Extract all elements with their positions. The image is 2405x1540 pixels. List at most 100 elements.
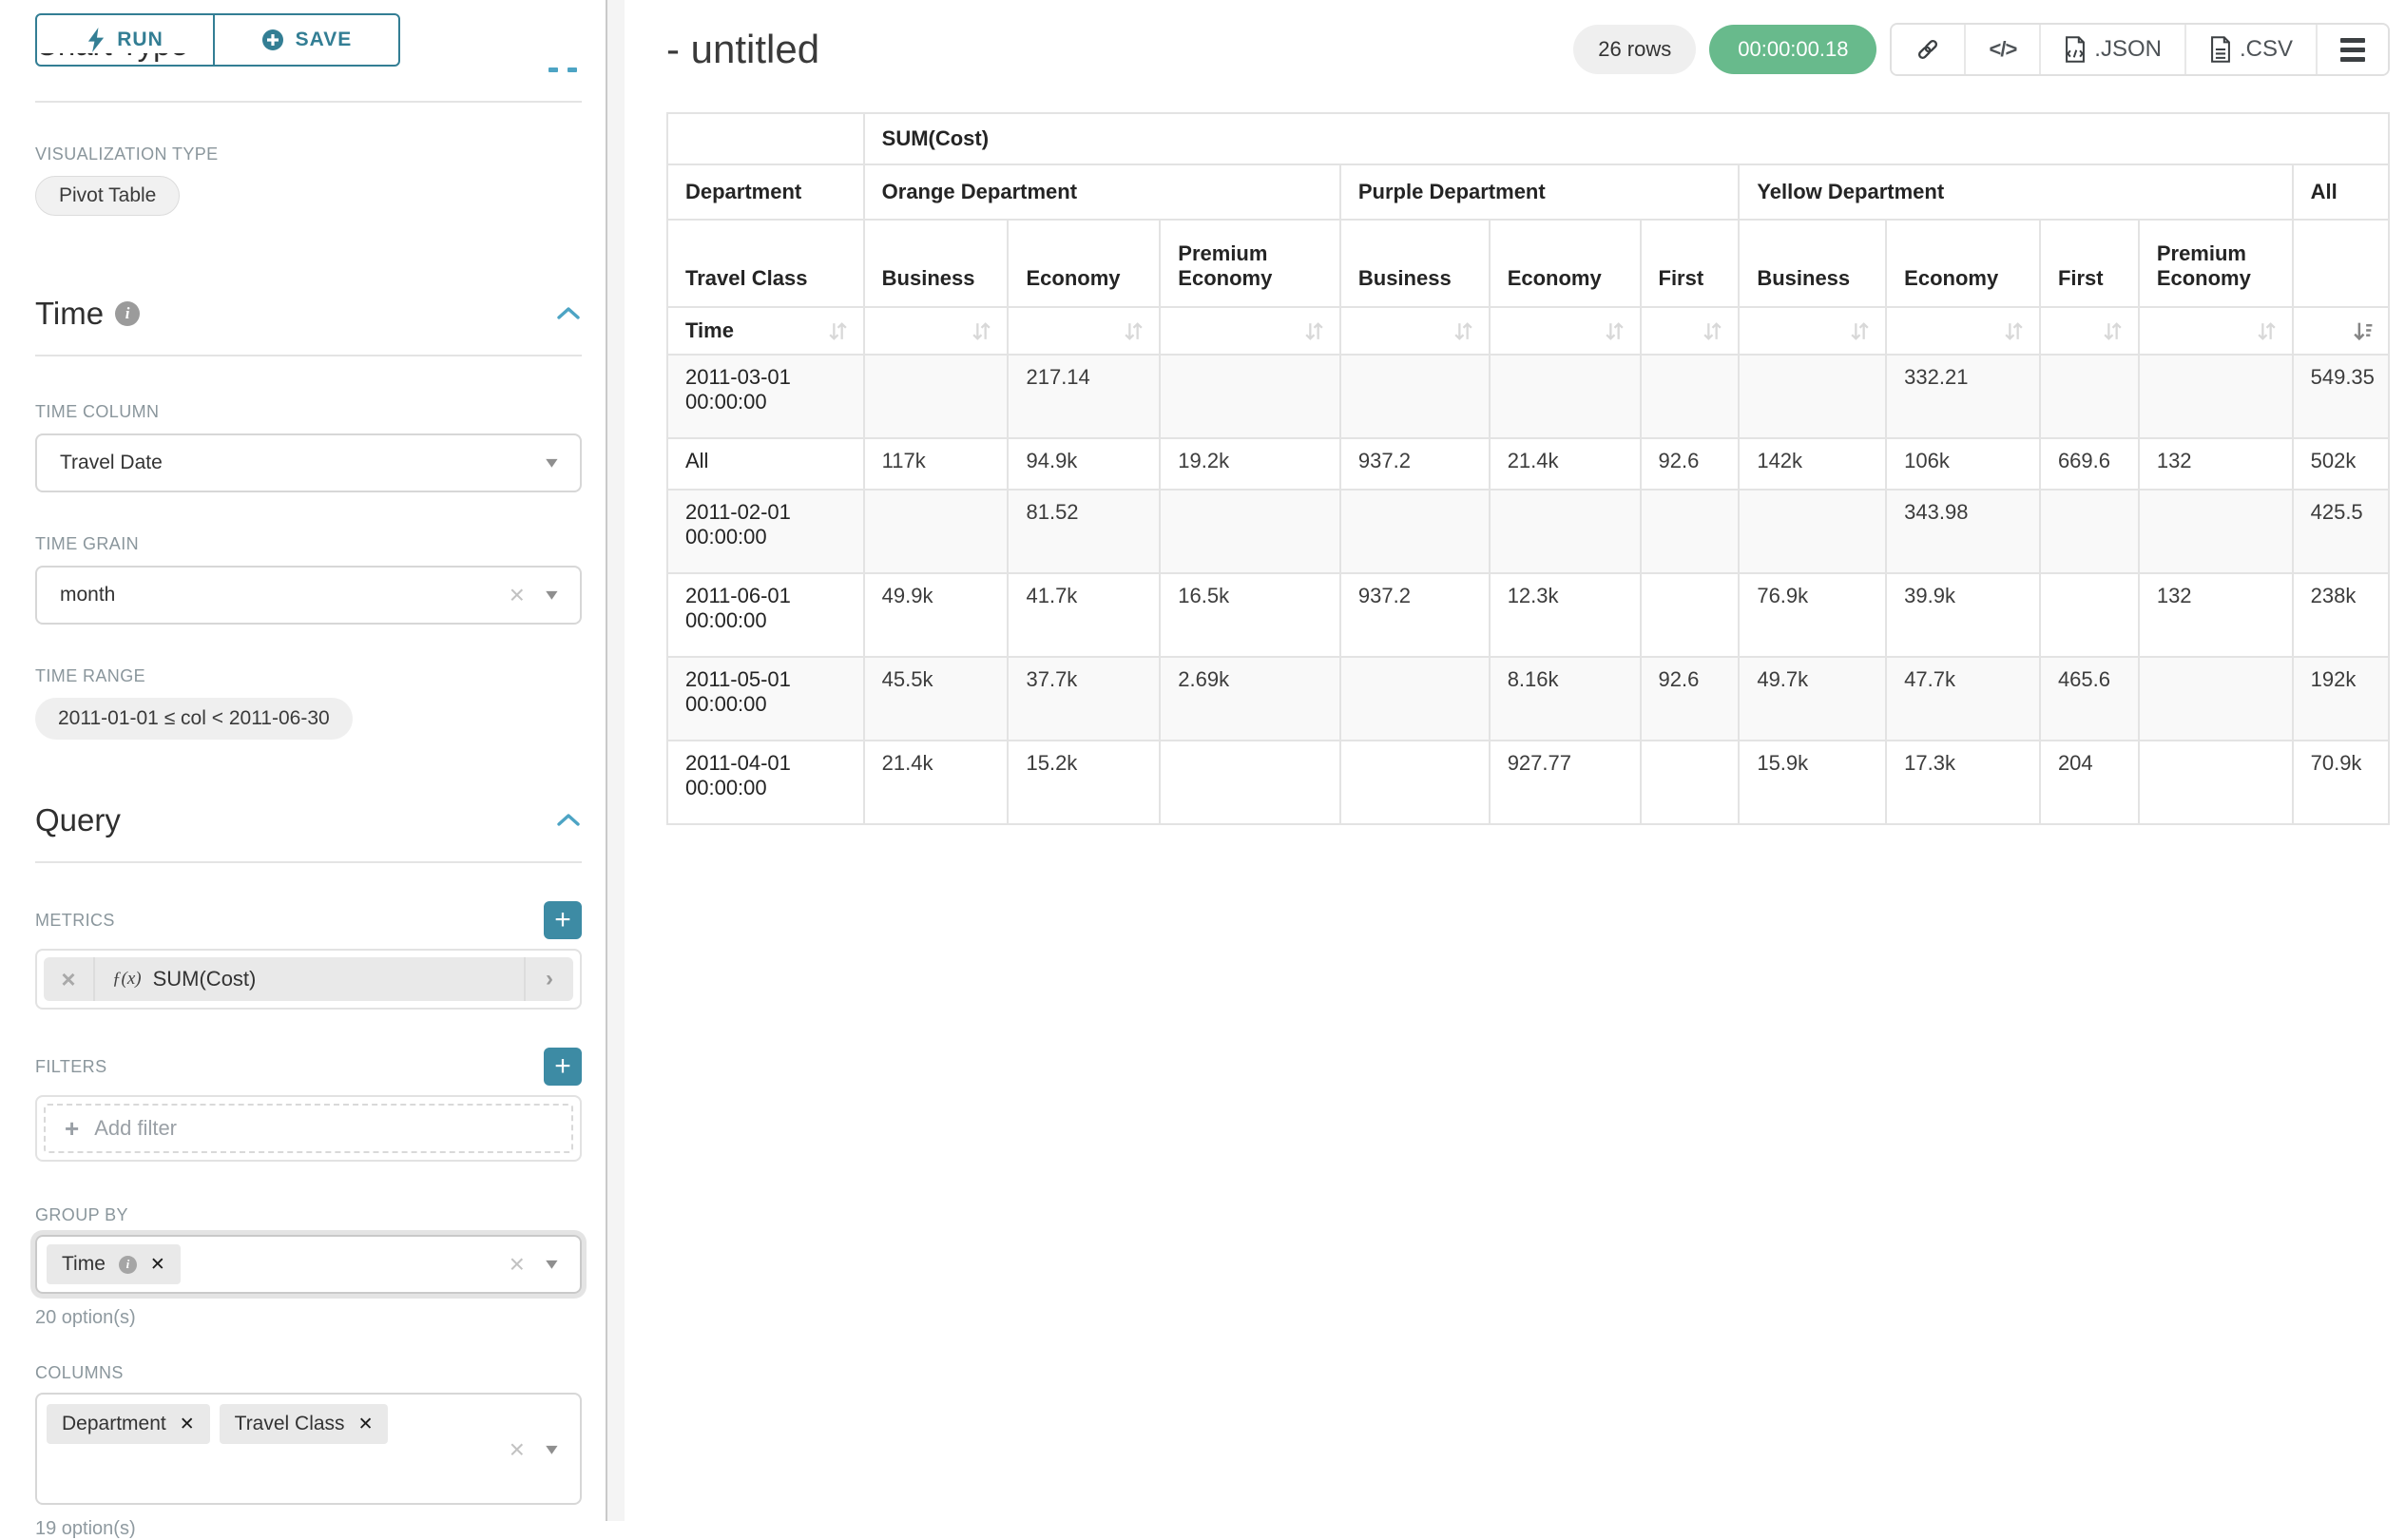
group-by-options-hint: 20 option(s) xyxy=(35,1307,136,1328)
export-button-group: </> .JSON .CSV xyxy=(1890,23,2390,76)
sort-toggle-icon[interactable] xyxy=(2255,319,2279,343)
expand-metric-icon[interactable]: › xyxy=(524,957,573,1001)
remove-metric-icon[interactable]: × xyxy=(44,957,95,1001)
viz-type-pill[interactable]: Pivot Table xyxy=(35,176,181,216)
pivot-value-cell: 39.9k xyxy=(1887,574,2039,656)
chart-title[interactable]: - untitled xyxy=(666,27,820,71)
run-button[interactable]: RUN xyxy=(35,13,214,67)
pivot-sorter-cell xyxy=(1161,308,1339,354)
pivot-value-cell: 94.9k xyxy=(1009,439,1160,489)
pivot-value-cell xyxy=(1641,574,1739,656)
sort-toggle-icon[interactable] xyxy=(1701,319,1724,343)
remove-tag-icon[interactable]: ✕ xyxy=(357,1414,374,1434)
pivot-value-cell xyxy=(1161,491,1339,572)
group-by-select[interactable]: Time i ✕ × ▼ xyxy=(35,1235,582,1294)
columns-select[interactable]: Department ✕ Travel Class ✕ × ▼ xyxy=(35,1393,582,1505)
pivot-colheader: Premium Economy xyxy=(1161,221,1339,306)
group-by-tag-label: Time xyxy=(62,1253,106,1275)
add-metric-button[interactable]: + xyxy=(544,901,582,939)
pivot-value-cell xyxy=(864,491,1008,572)
sort-toggle-icon[interactable] xyxy=(1302,319,1326,343)
sort-toggle-icon[interactable] xyxy=(970,319,993,343)
columns-label: COLUMNS xyxy=(35,1363,124,1382)
pivot-value-cell: 15.9k xyxy=(1740,741,1886,823)
pivot-row-dim-header: Time xyxy=(668,308,863,354)
pivot-sorter-cell xyxy=(1740,308,1886,354)
filters-label: FILTERS xyxy=(35,1056,107,1076)
clear-icon[interactable]: × xyxy=(509,580,525,609)
time-grain-select[interactable]: month × ▼ xyxy=(35,566,582,625)
pivot-colheader: First xyxy=(1641,221,1739,306)
pivot-value-cell: 92.6 xyxy=(1641,658,1739,740)
pivot-value-cell: 192k xyxy=(2293,658,2388,740)
query-section-title: Query xyxy=(35,802,121,837)
caret-down-icon: ▼ xyxy=(542,587,562,604)
sort-desc-active-icon[interactable] xyxy=(2351,319,2375,343)
time-range-label: TIME RANGE xyxy=(35,666,146,685)
collapse-chevron-icon[interactable] xyxy=(555,305,582,322)
sort-toggle-icon[interactable] xyxy=(1603,319,1626,343)
pivot-value-cell: 49.9k xyxy=(864,574,1008,656)
lightning-icon xyxy=(88,28,105,52)
caret-down-icon: ▼ xyxy=(542,454,562,472)
sidebar-scrollbar-gutter[interactable] xyxy=(606,0,625,1521)
clear-icon[interactable]: × xyxy=(509,1434,525,1464)
pivot-value-cell: 502k xyxy=(2293,439,2388,489)
section-title: Chart Type xyxy=(35,53,582,63)
menu-icon xyxy=(2340,37,2365,62)
sort-toggle-icon[interactable] xyxy=(1848,319,1872,343)
query-actions: RUN SAVE xyxy=(35,13,400,67)
chart-panel: - untitled 26 rows 00:00:00.18 </> .JSON… xyxy=(626,0,2405,1521)
pivot-data-row: 2011-03-01 00:00:00 217.14 332.21 549.35 xyxy=(668,356,2388,437)
run-button-label: RUN xyxy=(117,29,164,50)
pivot-sorter-cell xyxy=(1340,308,1489,354)
time-column-label: TIME COLUMN xyxy=(35,402,160,421)
section-divider xyxy=(35,101,582,103)
pivot-value-cell: 70.9k xyxy=(2293,741,2388,823)
more-menu-button[interactable] xyxy=(2318,25,2388,74)
time-column-select[interactable]: Travel Date ▼ xyxy=(35,433,582,492)
sort-toggle-icon[interactable] xyxy=(1122,319,1145,343)
remove-tag-icon[interactable]: ✕ xyxy=(179,1414,195,1434)
sort-toggle-icon[interactable] xyxy=(826,319,850,343)
pivot-value-cell: 332.21 xyxy=(1887,356,2039,437)
columns-tag: Department ✕ xyxy=(47,1404,210,1444)
pivot-value-cell: 15.2k xyxy=(1009,741,1160,823)
pivot-value-cell: 47.7k xyxy=(1887,658,2039,740)
sort-toggle-icon[interactable] xyxy=(1452,319,1475,343)
copy-link-button[interactable] xyxy=(1892,25,1967,74)
pivot-metric-header: SUM(Cost) xyxy=(864,114,2388,164)
pivot-value-cell: 142k xyxy=(1740,439,1886,489)
pivot-sorter-cell xyxy=(1887,308,2039,354)
metric-main: ƒ(x) SUM(Cost) xyxy=(95,957,524,1001)
metric-pill[interactable]: × ƒ(x) SUM(Cost) › xyxy=(44,957,573,1001)
sort-toggle-icon[interactable] xyxy=(2002,319,2026,343)
pivot-value-cell: 465.6 xyxy=(2040,658,2138,740)
pivot-row-label: 2011-03-01 00:00:00 xyxy=(668,356,863,437)
add-filter-button[interactable]: + Add filter xyxy=(44,1104,573,1153)
export-csv-button[interactable]: .CSV xyxy=(2185,25,2318,74)
pivot-colheader: Business xyxy=(864,221,1008,306)
time-range-pill[interactable]: 2011-01-01 ≤ col < 2011-06-30 xyxy=(35,698,353,740)
add-filter-plus-button[interactable]: + xyxy=(544,1048,582,1086)
remove-tag-icon[interactable]: ✕ xyxy=(149,1254,165,1275)
save-button[interactable]: SAVE xyxy=(214,13,400,67)
sort-toggle-icon[interactable] xyxy=(2101,319,2125,343)
pivot-value-cell: 81.52 xyxy=(1009,491,1160,572)
metrics-container: × ƒ(x) SUM(Cost) › xyxy=(35,949,582,1010)
pivot-value-cell xyxy=(2139,658,2292,740)
time-grain-label: TIME GRAIN xyxy=(35,534,140,553)
clear-icon[interactable]: × xyxy=(509,1249,525,1279)
embed-code-button[interactable]: </> xyxy=(1966,25,2042,74)
pivot-value-cell xyxy=(1490,356,1640,437)
pivot-value-cell: 343.98 xyxy=(1887,491,2039,572)
pivot-row-label: 2011-05-01 00:00:00 xyxy=(668,658,863,740)
pivot-colheader: Economy xyxy=(1887,221,2039,306)
export-json-label: .JSON xyxy=(2094,36,2162,62)
pivot-sorter-cell xyxy=(2293,308,2388,354)
pivot-value-cell: 927.77 xyxy=(1490,741,1640,823)
pivot-value-cell xyxy=(1340,491,1489,572)
collapse-chevron-icon[interactable] xyxy=(555,812,582,829)
export-json-button[interactable]: .JSON xyxy=(2041,25,2186,74)
chart-type-section-title-clipped: Chart Type xyxy=(35,53,582,78)
